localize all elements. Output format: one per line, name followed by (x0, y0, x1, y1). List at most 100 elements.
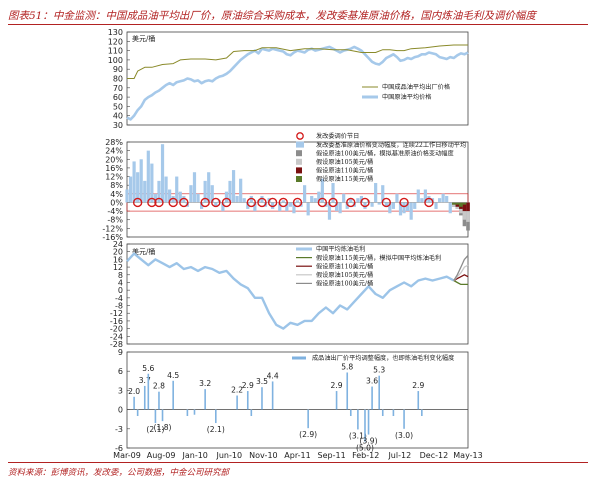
x-tick-label: Mar-09 (113, 451, 141, 460)
adjust-date-marker (179, 197, 189, 208)
y-tick-label-panel2: -12% (102, 224, 123, 233)
y-tick-label-panel3: -4 (115, 294, 123, 303)
adjust-bar (147, 373, 150, 410)
adjust-bar (271, 381, 274, 410)
x-tick-label: Jan-10 (181, 451, 207, 460)
sim-area-mark (451, 202, 456, 205)
y-tick-label-panel2: 12% (105, 173, 123, 182)
bar-data-label: (1.8) (154, 423, 172, 432)
bar-data-label: 5.8 (341, 362, 353, 371)
bar-data-label: 2.9 (242, 381, 254, 390)
adjust-date-marker (292, 197, 303, 208)
sim-area-mark (462, 202, 467, 212)
adjust-date-marker (221, 197, 232, 208)
adjust-date-marker (424, 197, 434, 208)
bar-data-label: (3.9) (360, 437, 378, 446)
product-price-line (127, 44, 468, 79)
adjust-bar (161, 409, 164, 422)
adjust-bar (357, 409, 359, 430)
y-tick-label-panel3: 16 (113, 255, 123, 264)
adjust-bar (381, 409, 384, 416)
legend-icon-panel2 (296, 167, 302, 174)
y-tick-label-panel4: 6 (118, 367, 123, 376)
legend-label-panel2: 假设原油110美元/桶 (316, 167, 373, 175)
legend-label-panel2: 发改委基准原油价格变动幅度，连续22工作日移动平均 (316, 141, 466, 149)
y-tick-label-panel3: -20 (110, 325, 123, 334)
adjust-bar (346, 372, 349, 410)
y-tick-label-panel4: 3 (118, 386, 123, 395)
y-tick-label-panel1: 120 (108, 37, 123, 46)
adjust-bar (246, 391, 249, 410)
sim-area-mark (462, 202, 467, 205)
bar-data-label: 3.2 (199, 379, 211, 388)
x-tick-label: Jul-12 (387, 451, 411, 460)
bar-data-label: (5.0) (356, 444, 374, 453)
sim-area-mark (455, 202, 460, 205)
adjust-bar (186, 409, 189, 416)
sim-margin-line (453, 279, 468, 286)
bar-data-label: 3.6 (366, 377, 378, 386)
bar-data-label: 3.5 (256, 377, 268, 386)
y-tick-label-panel1: 50 (113, 102, 123, 111)
y-tick-label-panel1: 40 (113, 112, 123, 121)
x-tick-label: Nov-10 (249, 451, 277, 460)
y-tick-label-panel2: -4% (107, 207, 123, 216)
adjust-date-marker (328, 197, 338, 208)
adjust-date-marker (211, 197, 221, 208)
top-divider (8, 24, 588, 25)
source-note: 资料来源：彭博资讯，发改委，公司数据，中金公司研究部 (8, 468, 230, 478)
adjust-date-marker (257, 197, 267, 208)
bar-data-label: (2.9) (299, 430, 317, 439)
y-tick-label-panel3: 24 (113, 240, 123, 249)
adjust-date-marker (154, 197, 164, 208)
adjust-bar (403, 409, 405, 429)
bar-data-label: 2.8 (153, 382, 165, 391)
adjust-date-marker (399, 197, 409, 208)
y-tick-label-panel3: -16 (110, 317, 123, 326)
adjust-date-marker (200, 197, 210, 208)
bar-data-label: (3.0) (395, 431, 413, 440)
y-tick-label-panel2: 0% (110, 198, 123, 207)
sim-margin-line (453, 255, 469, 281)
bar-data-label: 4.5 (167, 371, 179, 380)
y-tick-label-panel2: -16% (102, 233, 123, 242)
adjust-date-marker (360, 197, 370, 208)
legend-icon-panel4 (292, 356, 306, 360)
adjust-date-marker (147, 197, 157, 208)
adjust-date-marker (267, 197, 278, 208)
legend-label-panel2: 发改委调价节日 (316, 132, 359, 140)
y-tick-label-panel3: 12 (113, 263, 123, 272)
adjust-bar (392, 409, 395, 416)
adjust-bar (417, 391, 420, 410)
adjust-bar (133, 396, 135, 410)
y-tick-label-panel3: -28 (110, 340, 123, 349)
y-tick-label-panel3: 8 (118, 271, 123, 280)
adjust-bar (349, 409, 352, 416)
legend-label-panel3: 中国平均炼油毛利 (316, 245, 366, 253)
x-tick-label: May-13 (453, 451, 482, 460)
adjust-date-marker (168, 197, 178, 208)
y-tick-label-panel2: 20% (105, 155, 123, 164)
bar-data-label: 4.4 (267, 371, 279, 380)
adjust-date-marker (132, 197, 143, 208)
bar-data-label: 2.2 (231, 386, 243, 395)
adjust-bar (367, 409, 370, 435)
bar-data-label: 2.9 (412, 381, 424, 390)
legend-label-panel2: 假设原油100美元/桶，模拟基准原油价格变动幅度 (316, 149, 454, 157)
y-tick-label-panel2: 28% (105, 138, 123, 147)
adjust-date-marker (381, 197, 392, 208)
sim-margin-line (453, 274, 469, 282)
y-tick-label-panel3: -12 (110, 309, 123, 318)
refining-margin-line (126, 252, 455, 330)
adjust-bar (172, 380, 174, 410)
y-tick-label-panel4: 0 (118, 406, 123, 415)
x-tick-label: Feb-12 (352, 451, 379, 460)
y-tick-label-panel2: 8% (110, 181, 123, 190)
adjust-date-marker (317, 197, 328, 208)
y-tick-label-panel1: 30 (113, 121, 123, 130)
legend-icon-panel2 (296, 158, 302, 165)
adjust-bar (307, 409, 309, 429)
adjust-date-marker (278, 197, 288, 208)
adjust-bar (143, 385, 146, 410)
bar-data-label: 5.3 (373, 366, 385, 375)
